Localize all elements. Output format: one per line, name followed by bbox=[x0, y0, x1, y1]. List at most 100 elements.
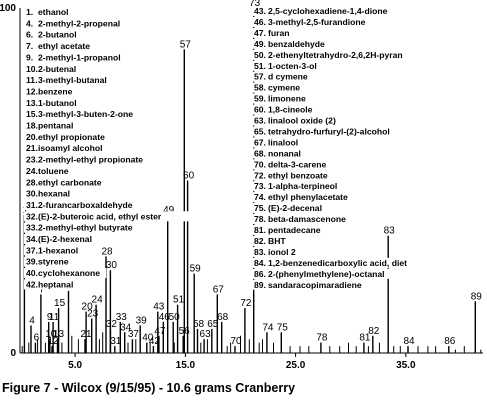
peak-label: 23 bbox=[87, 309, 99, 320]
legend-entry-bg bbox=[252, 279, 372, 290]
legend-entry-number: 67. bbox=[254, 137, 266, 147]
peak-label: 7 bbox=[39, 284, 45, 295]
peak-label: 75 bbox=[277, 322, 289, 333]
legend-entry-bg bbox=[24, 165, 76, 176]
legend-entry-name: hexanal bbox=[38, 189, 70, 199]
legend-entry-name: cyclohexanone bbox=[38, 268, 100, 278]
legend-entry-number: 59. bbox=[254, 94, 266, 104]
legend-entry-bg bbox=[252, 192, 367, 203]
legend-entry-name: (E)-2-hexenal bbox=[38, 234, 92, 244]
peak-label: 89 bbox=[471, 291, 483, 302]
legend-entry-name: 1-butanol bbox=[38, 98, 77, 108]
legend-entry-name: pentadecane bbox=[268, 225, 321, 235]
legend-entry-number: 50. bbox=[254, 50, 266, 60]
peak-label: 30 bbox=[106, 260, 118, 271]
legend-entry-bg bbox=[24, 222, 158, 233]
legend-entry-name: d cymene bbox=[268, 72, 308, 82]
x-tick-label: 5.0 bbox=[68, 360, 82, 371]
peak-label: 4 bbox=[29, 315, 35, 326]
legend-entry-number: 23. bbox=[26, 155, 38, 165]
legend-entry-number: 30. bbox=[26, 189, 38, 199]
legend-entry-bg bbox=[252, 60, 332, 71]
legend-entry-bg bbox=[24, 245, 86, 256]
peak-label: 74 bbox=[262, 322, 274, 333]
peak-label: 78 bbox=[316, 333, 328, 344]
legend-entry-name: 2-methyl-ethyl butyrate bbox=[38, 223, 133, 233]
legend-entry-number: 60. bbox=[254, 105, 266, 115]
x-ticks: 5.0 15.0 25.0 35.0 bbox=[68, 353, 416, 371]
legend-entry-name: 1-octen-3-ol bbox=[268, 61, 317, 71]
legend-entry-bg bbox=[252, 159, 342, 170]
x-tick-label: 25.0 bbox=[286, 360, 306, 371]
legend-entry-bg bbox=[252, 126, 429, 137]
legend-entry-number: 70. bbox=[254, 159, 266, 169]
peak-label: 83 bbox=[384, 226, 396, 237]
legend-entry-bg bbox=[24, 143, 117, 154]
legend-entry-bg bbox=[24, 109, 153, 120]
legend-entry-bg bbox=[24, 120, 81, 131]
legend-entry-number: 11. bbox=[26, 75, 37, 85]
peak-label: 11 bbox=[49, 312, 60, 323]
legend-entry-number: 37. bbox=[26, 245, 38, 255]
legend-entry-bg bbox=[24, 268, 107, 279]
legend-entry-bg bbox=[252, 225, 327, 235]
legend-entry-name: limonene bbox=[268, 94, 306, 104]
legend-entry-number: 33. bbox=[26, 223, 38, 233]
legend-entry-bg bbox=[24, 7, 76, 17]
peak-label: 47 bbox=[154, 326, 166, 337]
peak-label: 42 bbox=[149, 336, 161, 347]
legend-entry-name: pentanal bbox=[38, 121, 73, 131]
peak-label: 6 bbox=[34, 333, 40, 344]
legend-entry-number: 7. bbox=[26, 41, 33, 51]
peak-label: 21 bbox=[80, 329, 92, 340]
legend-entry-name: heptanal bbox=[38, 279, 73, 289]
legend-entry-name: 1-alpha-terpineol bbox=[268, 181, 337, 191]
peak-label: 59 bbox=[190, 264, 202, 275]
legend-entry-bg bbox=[252, 6, 413, 16]
legend-entry-bg bbox=[252, 268, 408, 279]
legend-entry-name: 3-methyl-3-buten-2-one bbox=[38, 109, 133, 119]
peak-label: 40 bbox=[142, 333, 154, 344]
legend-entry-bg bbox=[252, 246, 306, 257]
legend-entry-number: 46. bbox=[254, 17, 266, 27]
legend-entry-name: (E)-2-buteroic acid, ethyl ester bbox=[38, 211, 162, 221]
peak-label: 81 bbox=[359, 333, 371, 344]
legend-entry-name: 2-methyl-1-propanol bbox=[38, 52, 121, 62]
legend-entry-name: 2-methyl-ethyl propionate bbox=[38, 155, 143, 165]
peak-label: 49 bbox=[163, 205, 175, 216]
legend-entry-name: 2-butanol bbox=[38, 30, 77, 40]
legend-entry-name: 3-methyl-2,5-furandione bbox=[268, 17, 366, 27]
legend-entry-name: tetrahydro-furfuryl-(2)-alcohol bbox=[268, 126, 390, 136]
legend-entry-bg bbox=[252, 170, 342, 181]
legend-entry-name: 1,2-benzenedicarboxylic acid, diet bbox=[268, 258, 407, 268]
legend-entry-number: 57. bbox=[254, 72, 266, 82]
legend-entry-number: 78. bbox=[254, 214, 266, 224]
legend-entry-bg bbox=[252, 71, 311, 82]
legend-entry-number: 47. bbox=[254, 28, 266, 38]
peak-label: 37 bbox=[128, 329, 140, 340]
legend-entry-number: 43. bbox=[254, 6, 266, 16]
figure-caption: Figure 7 - Wilcox (9/15/95) - 10.6 grams… bbox=[2, 381, 295, 395]
peak-label: 31 bbox=[110, 336, 122, 347]
peak-label: 20 bbox=[82, 302, 94, 313]
peak-label: 65 bbox=[207, 319, 219, 330]
peak-label: 43 bbox=[153, 302, 165, 313]
peak-label: 50 bbox=[169, 312, 181, 323]
peak-label: 82 bbox=[368, 326, 380, 337]
y-tick-label-bottom: 0 bbox=[10, 348, 16, 359]
legend-entry-bg bbox=[252, 115, 362, 126]
legend-entry-bg bbox=[24, 75, 122, 86]
legend-entry-number: 86. bbox=[254, 269, 266, 279]
legend-entry-name: styrene bbox=[38, 257, 69, 267]
legend-entry-name: sandaracopimaradiene bbox=[268, 280, 362, 290]
legend-entry-name: linalool bbox=[268, 137, 298, 147]
legend-entry-bg bbox=[24, 177, 117, 188]
legend-entry-bg bbox=[252, 137, 311, 148]
legend-entry-bg bbox=[24, 52, 137, 63]
baseline-noise bbox=[21, 332, 482, 353]
legend-entry-name: ethanol bbox=[38, 7, 69, 17]
peak-label: 46 bbox=[159, 312, 171, 323]
legend-entry-bg bbox=[24, 97, 86, 108]
legend-entry-name: ionol 2 bbox=[268, 247, 296, 257]
